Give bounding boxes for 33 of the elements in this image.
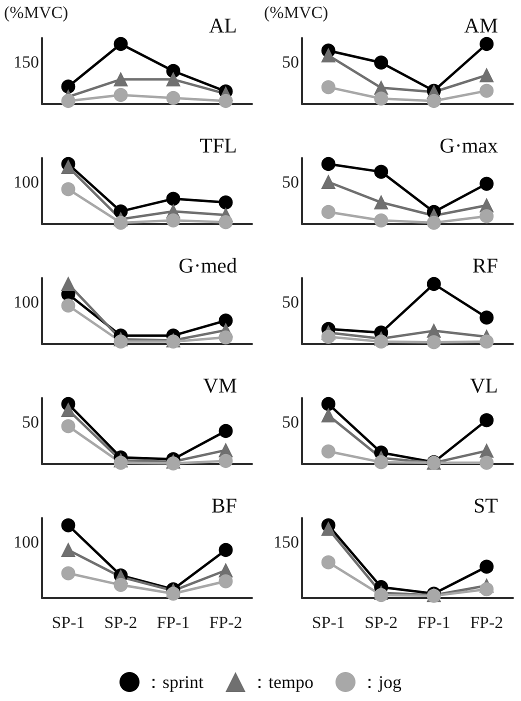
text: 50 bbox=[282, 412, 299, 432]
legend-label: ：jog bbox=[360, 672, 402, 692]
chart-title: ST bbox=[473, 494, 498, 518]
chart-title: VL bbox=[470, 374, 498, 398]
chart-title: AL bbox=[209, 14, 238, 38]
chart-title: VM bbox=[203, 374, 238, 398]
x-tick-label: SP-1 bbox=[312, 613, 345, 632]
chart-title: AM bbox=[464, 14, 498, 38]
y-axis-title: (%MVC) bbox=[4, 3, 68, 22]
text: 100 bbox=[14, 292, 39, 312]
x-tick-label: SP-2 bbox=[364, 613, 398, 632]
text: 50 bbox=[22, 412, 39, 432]
y-axis-title: (%MVC) bbox=[264, 3, 328, 22]
x-tick-label: SP-2 bbox=[104, 613, 138, 632]
text: 50 bbox=[282, 52, 299, 72]
chart-title: RF bbox=[472, 254, 498, 278]
x-tick-label: SP-1 bbox=[52, 613, 85, 632]
x-tick-label: FP-1 bbox=[156, 613, 190, 632]
chart-title: G·med bbox=[178, 254, 238, 278]
chart-title: BF bbox=[211, 494, 237, 518]
text: 100 bbox=[14, 532, 39, 552]
x-tick-label: FP-1 bbox=[417, 613, 450, 632]
legend-label: ：sprint bbox=[144, 672, 204, 692]
chart-title: TFL bbox=[200, 134, 238, 158]
text: 150 bbox=[274, 532, 299, 552]
text: 50 bbox=[282, 292, 299, 312]
legend-label: ：tempo bbox=[250, 672, 314, 692]
text: 150 bbox=[14, 52, 39, 72]
x-tick-label: FP-2 bbox=[470, 613, 504, 632]
text: 50 bbox=[282, 172, 299, 192]
chart-title: G·max bbox=[440, 134, 498, 158]
x-tick-label: FP-2 bbox=[209, 613, 242, 632]
text: 100 bbox=[14, 172, 39, 192]
